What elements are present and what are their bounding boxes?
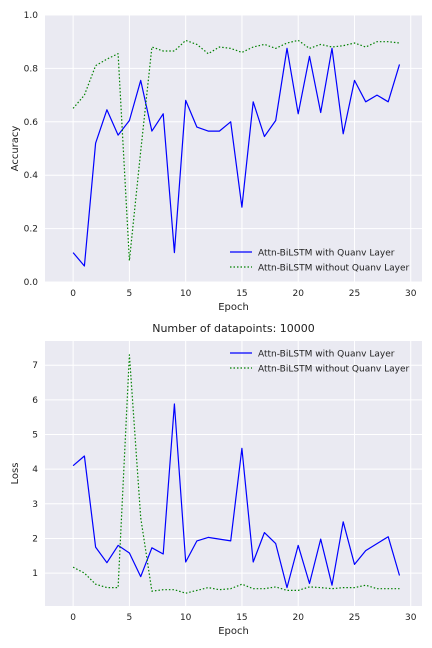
legend-label: Attn-BiLSTM without Quanv Layer <box>258 264 409 274</box>
y-tick-label: 0.8 <box>24 64 39 74</box>
x-tick-label: 5 <box>127 289 133 299</box>
x-tick-label: 15 <box>236 289 247 299</box>
y-tick-label: 0.2 <box>24 225 38 235</box>
x-tick-label: 25 <box>349 289 360 299</box>
x-tick-label: 0 <box>70 613 76 623</box>
y-tick-label: 0.4 <box>24 171 39 181</box>
y-tick-label: 3 <box>32 500 38 510</box>
series-line-2 <box>72 39 400 262</box>
x-tick-label: 30 <box>405 289 417 299</box>
y-tick-label: 6 <box>32 396 38 406</box>
x-tick-label: 10 <box>180 289 192 299</box>
y-axis-label: Loss <box>10 463 21 485</box>
plot-area <box>45 15 422 282</box>
x-tick-label: 20 <box>292 613 304 623</box>
x-axis-label: Epoch <box>218 302 249 313</box>
legend-label: Attn-BiLSTM with Quanv Layer <box>258 350 395 360</box>
chart-title: Number of datapoints: 10000 <box>152 322 315 335</box>
x-tick-label: 25 <box>349 613 360 623</box>
chart-panel-2: 0 5 10 15 20 25 30 1 2 3 4 5 6 7 Epoch Loss Number of da… <box>10 322 422 637</box>
y-tick-label: 1.0 <box>24 11 39 21</box>
y-tick-label: 5 <box>32 431 38 441</box>
x-tick-label: 15 <box>236 613 247 623</box>
series-line-2 <box>72 354 400 594</box>
y-tick-label: 1 <box>32 569 38 579</box>
x-axis-label: Epoch <box>218 626 249 637</box>
y-tick-label: 7 <box>32 361 38 371</box>
y-tick-label: 0.6 <box>24 118 39 128</box>
x-tick-label: 30 <box>405 613 417 623</box>
legend: Attn-BiLSTM with Quanv Layer Attn-BiLSTM … <box>230 249 409 274</box>
legend-label: Attn-BiLSTM with Quanv Layer <box>258 249 395 259</box>
x-tick-label: 0 <box>70 289 76 299</box>
y-tick-label: 0.0 <box>24 278 39 288</box>
x-tick-label: 5 <box>127 613 133 623</box>
x-tick-label: 20 <box>292 289 304 299</box>
legend-label: Attn-BiLSTM without Quanv Layer <box>258 365 409 375</box>
y-axis-label: Accuracy <box>10 126 21 172</box>
plot-area <box>45 341 422 606</box>
y-tick-label: 4 <box>32 465 38 475</box>
y-tick-label: 2 <box>32 534 38 544</box>
legend: Attn-BiLSTM with Quanv Layer Attn-BiLSTM … <box>230 350 409 375</box>
chart-panel-1: 0 5 10 15 20 25 30 0.0 0.2 0.4 0.6 0.8 1.0 Epoch Accur… <box>10 11 422 313</box>
series-line-1 <box>72 47 401 267</box>
series-line-1 <box>72 403 401 589</box>
x-tick-label: 10 <box>180 613 192 623</box>
